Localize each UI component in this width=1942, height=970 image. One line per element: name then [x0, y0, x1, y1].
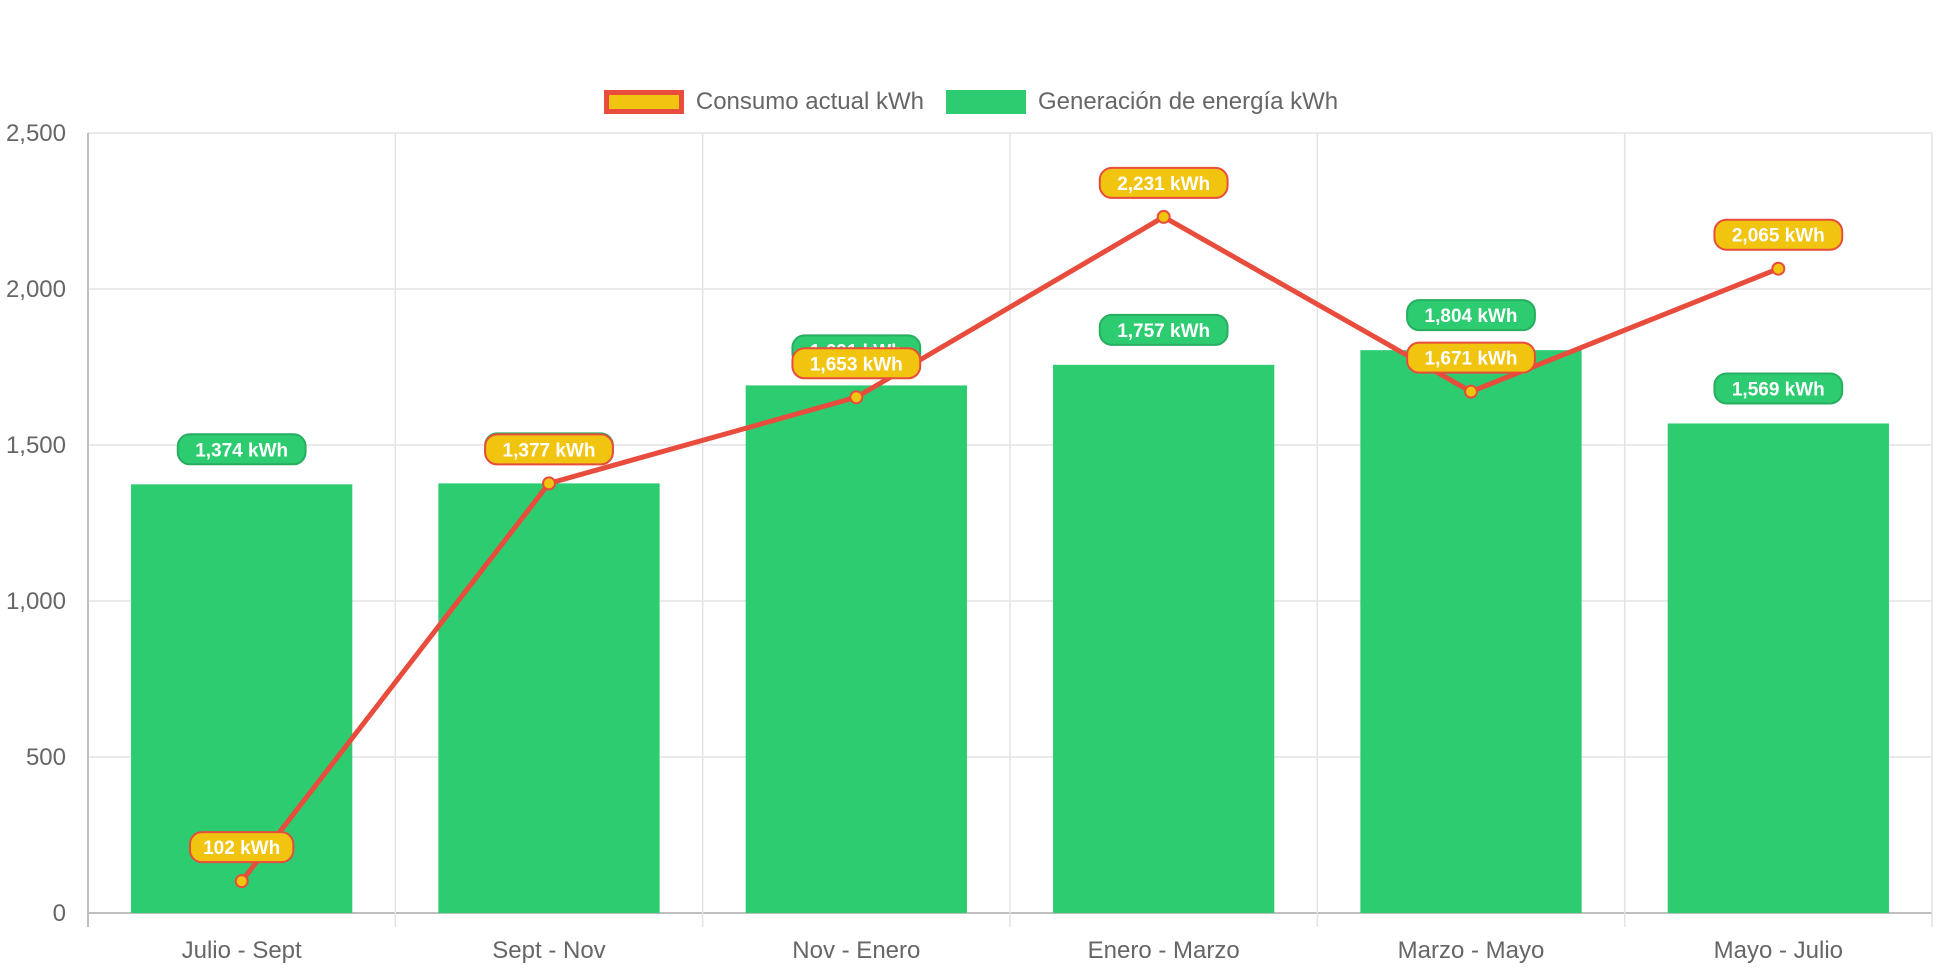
x-tick-label: Marzo - Mayo: [1398, 937, 1545, 964]
bar: [1667, 423, 1889, 913]
line-point: [849, 390, 864, 405]
bar-data-label: 1,374 kWh: [195, 440, 288, 461]
y-tick-label: 2,000: [6, 276, 66, 303]
line-point: [1156, 209, 1171, 224]
x-tick-label: Enero - Marzo: [1088, 937, 1240, 964]
bar-data-label-bg: [1406, 299, 1536, 332]
bar: [745, 385, 967, 914]
x-tick-label: Nov - Enero: [792, 937, 920, 964]
line-data-label: 1,377 kWh: [503, 440, 596, 461]
x-tick-label: Julio - Sept: [182, 937, 302, 964]
legend-swatch-consumo: [603, 90, 684, 114]
bar-data-label-bg: [176, 433, 307, 466]
bar-data-label: 1,757 kWh: [1117, 321, 1210, 342]
line-data-label-bg: [484, 433, 614, 466]
line-point: [1464, 384, 1478, 399]
y-tick-label: 2,500: [6, 120, 66, 147]
line-data-label: 2,065 kWh: [1732, 226, 1825, 247]
bar-data-label-bg: [1713, 372, 1844, 405]
legend-label-consumo: Consumo actual kWh: [695, 88, 924, 115]
line-data-label: 102 kWh: [203, 838, 280, 859]
line-data-label-bg: [1713, 218, 1844, 251]
line-point: [542, 476, 556, 491]
x-tick-label: Mayo - Julio: [1714, 937, 1843, 964]
line-data-label: 1,653 kWh: [810, 354, 903, 375]
line-data-label-bg: [791, 347, 922, 380]
line-point: [1771, 261, 1786, 276]
bar: [1053, 364, 1275, 913]
line-point: [234, 874, 249, 889]
line-data-label-bg: [1098, 166, 1229, 199]
line-data-label-bg: [1406, 341, 1536, 374]
bar-data-label: 1,569 kWh: [1732, 379, 1825, 400]
bar-data-label-bg: [1098, 313, 1229, 346]
y-tick-label: 0: [53, 900, 66, 927]
line-data-label: 1,671 kWh: [1425, 349, 1518, 370]
line-data-label: 2,231 kWh: [1117, 174, 1210, 195]
legend-item-consumo[interactable]: Consumo actual kWh: [603, 88, 924, 116]
legend-swatch-generacion: [945, 90, 1026, 114]
bar: [438, 483, 660, 913]
bar: [1360, 350, 1582, 914]
y-tick-label: 1,000: [6, 588, 66, 615]
legend-item-generacion[interactable]: Generación de energía kWh: [945, 88, 1339, 116]
bar-data-label: 1,804 kWh: [1425, 306, 1518, 327]
y-tick-label: 500: [26, 744, 66, 771]
y-tick-label: 1,500: [6, 432, 66, 459]
legend-label-generacion: Generación de energía kWh: [1037, 88, 1339, 115]
line-data-label-bg: [188, 831, 295, 864]
x-tick-label: Sept - Nov: [492, 937, 605, 964]
legend: Consumo actual kWh Generación de energía…: [0, 84, 1942, 120]
